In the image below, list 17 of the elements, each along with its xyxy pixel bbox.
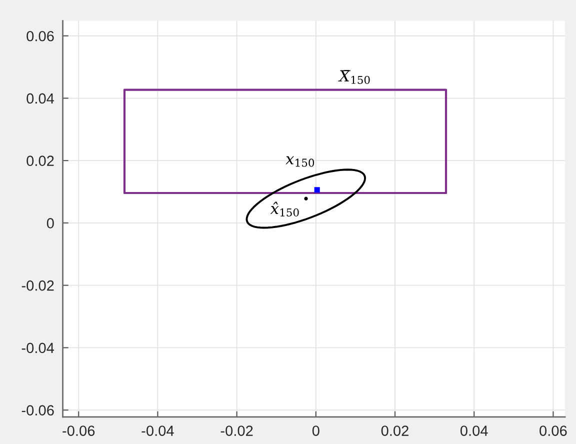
x-tick-label: 0.04 — [460, 426, 488, 436]
y-tick-label: -0.06 — [22, 405, 54, 416]
y-tick-label: -0.02 — [22, 280, 54, 291]
y-tick-label: 0 — [46, 218, 54, 228]
annotation: x̂$_{150}$ — [270, 202, 299, 216]
x-tick-label: -0.02 — [220, 426, 253, 436]
x-tick-label: 0 — [312, 426, 320, 436]
x-tick-label: -0.06 — [62, 426, 95, 436]
annotation: x$_{150}$ — [286, 156, 314, 167]
y-tick-label: 0.06 — [26, 30, 54, 42]
y-tick-label: 0.02 — [26, 156, 54, 166]
x-tick-label: -0.04 — [142, 426, 174, 436]
x-tick-label: 0.06 — [540, 426, 567, 436]
x-tick-label: 0.02 — [381, 426, 408, 436]
y-tick-label: 0.04 — [26, 93, 54, 104]
annotation: X̄$_{150}$ — [338, 70, 370, 84]
y-tick-label: -0.04 — [22, 342, 54, 354]
